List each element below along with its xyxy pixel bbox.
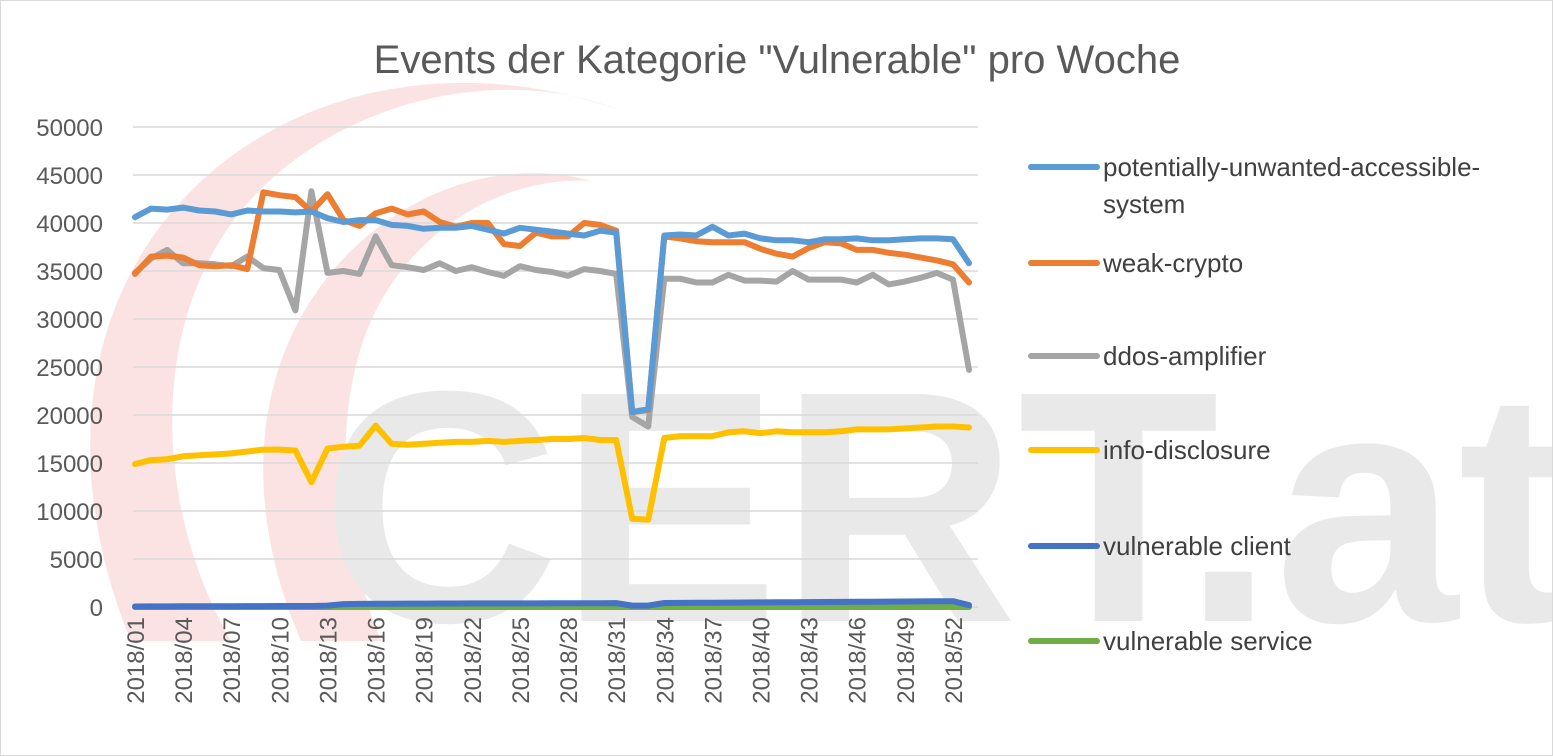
x-tick-label: 2018/10 (267, 617, 294, 704)
legend-label: ddos-amplifier (1103, 341, 1267, 371)
legend-item: potentially-unwanted-accessible-system (1028, 152, 1480, 219)
y-tick-label: 45000 (36, 163, 103, 190)
x-tick-label: 2018/04 (171, 617, 198, 704)
y-tick-label: 50000 (36, 115, 103, 142)
y-tick-label: 25000 (36, 355, 103, 382)
series-line (132, 598, 972, 610)
legend-item: ddos-amplifier (1028, 341, 1267, 371)
x-tick-label: 2018/46 (845, 617, 872, 704)
x-tick-label: 2018/52 (941, 617, 968, 704)
series-line (132, 188, 972, 430)
x-tick-label: 2018/43 (797, 617, 824, 704)
series-lines (132, 188, 972, 610)
y-tick-label: 30000 (36, 307, 103, 334)
x-tick-label: 2018/28 (556, 617, 583, 704)
legend-label: info-disclosure (1103, 435, 1271, 465)
x-tick-label: 2018/34 (652, 617, 679, 704)
x-tick-label: 2018/01 (123, 617, 150, 704)
y-tick-label: 40000 (36, 211, 103, 238)
legend-item: vulnerable service (1028, 626, 1313, 656)
legend-item: weak-crypto (1028, 248, 1243, 278)
gridlines (133, 126, 978, 560)
legend-label: vulnerable service (1103, 626, 1313, 656)
chart-title: Events der Kategorie "Vulnerable" pro Wo… (374, 38, 1181, 82)
series-line (132, 204, 972, 416)
x-tick-label: 2018/49 (893, 617, 920, 704)
y-tick-label: 35000 (36, 259, 103, 286)
y-axis-ticks: 0 5000 10000 15000 20000 25000 30000 35000 40000… (36, 115, 103, 622)
x-tick-label: 2018/13 (315, 617, 342, 704)
y-tick-label: 10000 (36, 499, 103, 526)
x-tick-label: 2018/16 (364, 617, 391, 704)
x-tick-label: 2018/25 (508, 617, 535, 704)
y-tick-label: 5000 (50, 547, 103, 574)
legend-label: weak-crypto (1102, 248, 1243, 278)
x-axis-ticks: 2018/01 2018/04 2018/07 2018/10 2018/13 2018/… (123, 617, 968, 704)
legend-item: info-disclosure (1028, 435, 1271, 465)
legend-item: vulnerable client (1028, 531, 1292, 561)
watermark-text: CERT.at (321, 322, 1552, 691)
legend-label: vulnerable client (1103, 531, 1292, 561)
y-tick-label: 0 (90, 595, 103, 622)
series-line (132, 189, 972, 416)
y-tick-label: 15000 (36, 451, 103, 478)
legend: potentially-unwanted-accessible-system we… (1028, 152, 1480, 656)
x-tick-label: 2018/40 (749, 617, 776, 704)
x-tick-label: 2018/07 (219, 617, 246, 704)
x-tick-label: 2018/31 (604, 617, 631, 704)
legend-label: potentially-unwanted-accessible-system (1103, 152, 1480, 219)
series-line (132, 422, 972, 523)
x-tick-label: 2018/37 (700, 617, 727, 704)
y-tick-label: 20000 (36, 403, 103, 430)
x-tick-label: 2018/22 (460, 617, 487, 704)
x-tick-label: 2018/19 (412, 617, 439, 704)
